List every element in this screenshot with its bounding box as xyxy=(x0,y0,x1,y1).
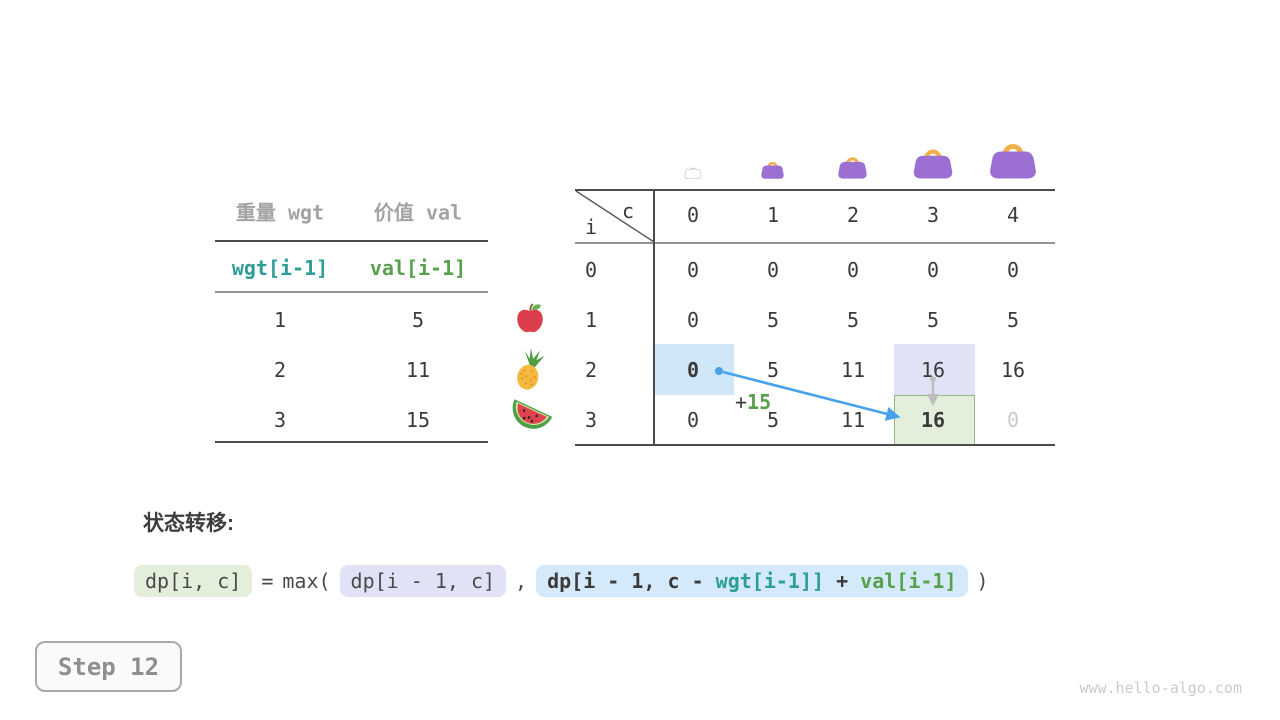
bag-capacity-2-icon xyxy=(837,151,868,179)
dp-table-bottom-rule xyxy=(575,444,1055,446)
watermark: www.hello-algo.com xyxy=(1079,679,1242,697)
dp-col-header: 4 xyxy=(1006,203,1020,227)
formula-arg2-wgt: wgt[i-1]] xyxy=(715,569,825,593)
gain-plus-sign: + xyxy=(735,390,748,414)
dp-cell: 0 xyxy=(926,258,940,282)
formula-arg2-val: val[i-1] xyxy=(860,569,957,593)
transition-heading: 状态转移: xyxy=(143,512,234,535)
transition-formula: dp[i, c] = max( dp[i - 1, c] , dp[i - 1,… xyxy=(134,561,989,601)
bag-capacity-3-icon xyxy=(912,141,954,179)
dp-col-header: 2 xyxy=(846,203,860,227)
dp-cell-target: 16 xyxy=(920,408,946,432)
dp-cell: 0 xyxy=(686,408,700,432)
item-weight: 1 xyxy=(273,308,287,332)
dp-cell: 11 xyxy=(840,358,866,382)
dp-corner-col-var: c xyxy=(621,199,635,223)
formula-close-paren: ) xyxy=(976,569,989,593)
item-weight: 2 xyxy=(273,358,287,382)
dp-cell: 5 xyxy=(766,308,780,332)
dp-corner-row-var: i xyxy=(584,215,598,239)
formula-equals: = xyxy=(261,569,274,593)
dp-col-header: 1 xyxy=(766,203,780,227)
items-col-header-weight: 重量 wgt xyxy=(235,200,325,225)
items-index-label-val: val[i-1] xyxy=(369,256,467,280)
items-index-label-wgt: wgt[i-1] xyxy=(231,256,329,280)
item-value: 11 xyxy=(405,358,431,382)
dp-col-header: 0 xyxy=(686,203,700,227)
formula-arg2: dp[i - 1, c - wgt[i-1]] + val[i-1] xyxy=(536,565,968,597)
dp-cell: 0 xyxy=(766,258,780,282)
formula-comma: , xyxy=(515,569,528,593)
dp-cell: 0 xyxy=(686,258,700,282)
formula-arg2-plus: + xyxy=(824,569,861,593)
formula-max-open: max( xyxy=(282,569,331,593)
gain-annotation: +15 xyxy=(735,392,771,412)
dp-cell-pending: 0 xyxy=(1006,408,1020,432)
dp-col-header: 3 xyxy=(926,203,940,227)
dp-table-top-rule xyxy=(575,189,1055,191)
dp-cell: 0 xyxy=(1006,258,1020,282)
item-weight: 3 xyxy=(273,408,287,432)
dp-row-header: 2 xyxy=(584,358,598,382)
dp-table-vertical-rule xyxy=(653,189,655,446)
highlight-prev-cell xyxy=(894,344,975,395)
dp-row-header: 0 xyxy=(584,258,598,282)
dp-cell: 5 xyxy=(766,358,780,382)
dp-cell-source: 0 xyxy=(686,358,700,382)
dp-cell: 5 xyxy=(846,308,860,332)
dp-cell: 0 xyxy=(686,308,700,332)
step-badge: Step 12 xyxy=(35,641,182,692)
formula-arg1: dp[i - 1, c] xyxy=(339,565,507,597)
apple-icon xyxy=(513,301,547,335)
item-value: 5 xyxy=(411,308,425,332)
dp-cell: 11 xyxy=(840,408,866,432)
dp-cell: 0 xyxy=(846,258,860,282)
pineapple-icon xyxy=(507,344,553,395)
bag-capacity-4-icon xyxy=(988,134,1038,179)
dp-cell-prev: 16 xyxy=(920,358,946,382)
bag-capacity-1-icon xyxy=(760,157,785,179)
items-table-bottom-rule xyxy=(215,441,488,443)
dp-table-header-rule xyxy=(575,242,1055,244)
dp-corner-diagonal xyxy=(575,190,655,243)
dp-row-header: 1 xyxy=(584,308,598,332)
items-table-mid-rule xyxy=(215,291,488,293)
dp-row-header: 3 xyxy=(584,408,598,432)
item-value: 15 xyxy=(405,408,431,432)
items-table-top-rule xyxy=(215,240,488,242)
dp-cell: 16 xyxy=(1000,358,1026,382)
formula-lhs: dp[i, c] xyxy=(134,565,253,597)
dp-cell: 5 xyxy=(1006,308,1020,332)
gain-value: 15 xyxy=(747,390,772,414)
formula-arg2-head: dp[i - 1, c - xyxy=(547,569,716,593)
items-col-header-value: 价值 val xyxy=(373,200,463,225)
watermelon-icon xyxy=(502,396,555,440)
bag-capacity-0-icon xyxy=(684,163,702,179)
dp-cell: 5 xyxy=(926,308,940,332)
